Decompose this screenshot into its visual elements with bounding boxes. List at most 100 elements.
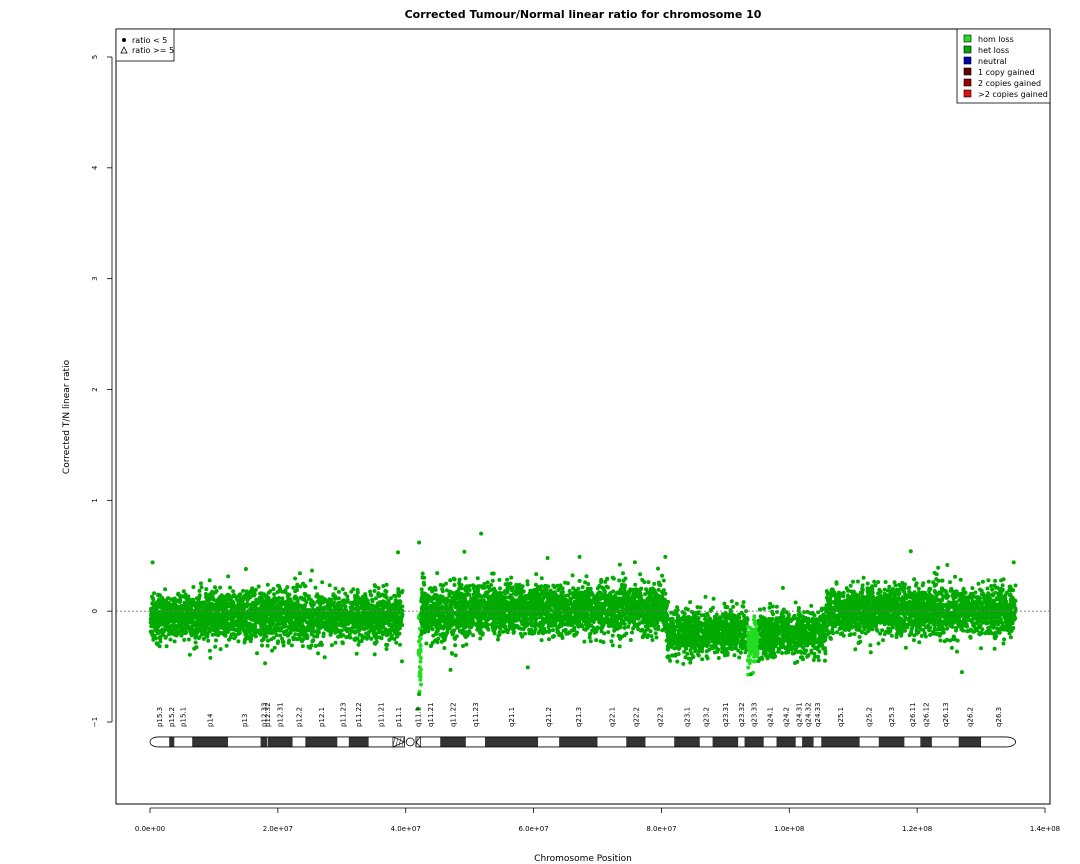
- data-point: [369, 593, 374, 598]
- data-point: [453, 618, 458, 623]
- data-point: [551, 623, 556, 628]
- data-point: [461, 644, 465, 648]
- data-point: [197, 603, 202, 608]
- data-point: [501, 629, 506, 634]
- data-point: [333, 630, 338, 635]
- data-point: [497, 632, 502, 637]
- data-point: [280, 615, 285, 620]
- data-point: [462, 592, 467, 597]
- data-point: [371, 620, 376, 625]
- data-point: [333, 605, 338, 610]
- data-point: [430, 611, 435, 616]
- data-point: [353, 618, 358, 623]
- data-point: [182, 615, 187, 620]
- data-point: [260, 618, 265, 623]
- data-point: [366, 613, 371, 618]
- data-point: [164, 606, 169, 611]
- data-point: [283, 601, 288, 606]
- data-point: [519, 626, 524, 631]
- data-point: [268, 613, 273, 618]
- data-point: [289, 620, 294, 625]
- data-point: [226, 574, 231, 579]
- data-point: [155, 642, 160, 647]
- data-point: [363, 592, 368, 597]
- data-point: [222, 622, 227, 627]
- data-point: [310, 568, 314, 573]
- data-point: [464, 618, 469, 623]
- data-point: [206, 638, 211, 643]
- data-point: [226, 593, 231, 598]
- data-points: [148, 531, 1018, 711]
- data-point: [295, 620, 300, 625]
- data-point: [220, 611, 225, 615]
- data-point: [176, 629, 181, 634]
- data-point: [478, 636, 483, 641]
- data-point: [570, 591, 575, 596]
- data-point: [273, 605, 278, 610]
- data-point: [355, 588, 360, 592]
- data-point: [340, 641, 345, 646]
- data-point: [265, 643, 270, 648]
- data-point: [379, 621, 384, 626]
- data-point: [244, 589, 249, 594]
- data-point: [570, 573, 575, 578]
- data-point: [236, 615, 241, 620]
- data-point: [158, 619, 163, 624]
- data-point: [209, 596, 214, 601]
- data-point: [198, 618, 203, 623]
- data-point: [265, 582, 270, 587]
- data-point: [181, 589, 186, 594]
- data-point: [209, 602, 214, 606]
- data-point: [241, 588, 246, 593]
- data-point: [214, 589, 219, 593]
- data-point: [510, 585, 515, 590]
- data-point: [452, 628, 457, 633]
- data-point: [201, 619, 206, 624]
- data-point: [222, 598, 227, 603]
- data-point: [163, 634, 168, 639]
- data-point: [393, 627, 398, 632]
- data-point: [617, 597, 622, 602]
- data-point: [237, 625, 242, 630]
- data-point: [223, 626, 228, 631]
- data-point: [306, 628, 311, 633]
- data-point: [460, 631, 465, 636]
- data-point: [323, 624, 328, 629]
- data-point: [463, 611, 468, 616]
- data-point: [346, 621, 351, 626]
- data-point: [430, 627, 435, 632]
- data-point: [346, 611, 351, 616]
- data-point: [438, 623, 443, 628]
- data-point: [525, 665, 530, 670]
- data-point: [361, 600, 366, 605]
- data-point: [450, 651, 455, 656]
- data-point: [288, 603, 293, 608]
- data-point: [165, 600, 170, 605]
- data-point: [154, 629, 159, 634]
- data-point: [313, 585, 318, 590]
- data-point: [580, 585, 585, 590]
- data-point: [447, 592, 452, 596]
- data-point: [420, 622, 425, 627]
- data-point: [424, 641, 429, 646]
- data-point: [320, 595, 324, 600]
- data-point: [490, 578, 495, 583]
- data-point: [361, 613, 366, 618]
- data-point: [213, 644, 218, 649]
- data-point: [356, 622, 360, 627]
- data-point: [628, 638, 633, 642]
- data-point: [248, 606, 253, 611]
- data-point: [321, 615, 325, 620]
- data-point: [598, 639, 603, 644]
- data-point: [337, 603, 342, 608]
- data-point: [197, 588, 202, 593]
- data-point: [241, 606, 246, 611]
- data-point: [303, 584, 308, 589]
- data-point: [329, 597, 334, 602]
- data-point: [348, 601, 353, 605]
- data-point: [366, 634, 371, 639]
- data-point: [375, 621, 380, 626]
- data-point: [168, 637, 173, 642]
- data-point: [178, 609, 183, 614]
